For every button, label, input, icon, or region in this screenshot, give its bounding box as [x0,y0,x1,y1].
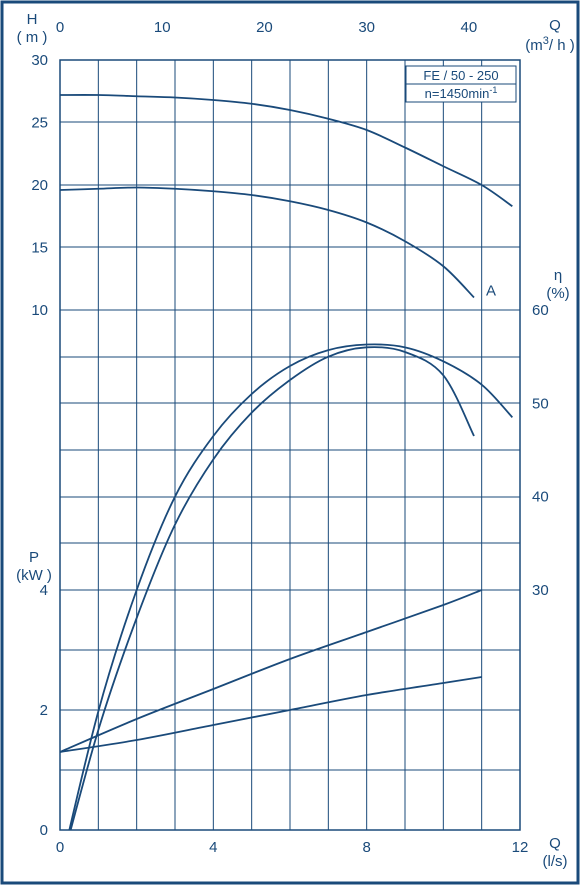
axis-H-unit: ( m ) [17,29,48,46]
H-tick: 15 [31,240,48,257]
axis-H-label: H [27,11,38,28]
axis-Q-bottom-unit: (l/s) [543,853,568,870]
bottom-x-tick: 0 [56,839,64,856]
axis-Q-bottom-label: Q [549,835,561,852]
H-tick: 30 [31,52,48,69]
H-tick: 20 [31,177,48,194]
eta-tick: 40 [532,489,549,506]
P-tick: 4 [40,582,48,599]
info-model: FE / 50 - 250 [423,68,498,83]
top-x-tick: 10 [154,19,171,36]
eta-tick: 50 [532,395,549,412]
H-tick: 10 [31,302,48,319]
top-x-tick: 30 [358,19,375,36]
info-speed: n=1450min-1 [425,85,498,101]
axis-P-label: P [29,549,39,566]
P-tick: 2 [40,702,48,719]
curve-A-label: A [486,283,496,300]
P-tick: 0 [40,822,48,839]
axis-eta-unit: (%) [546,285,569,302]
chart-svg: 010203040H( m )Q(m3/ h )1015202530η(%)30… [0,0,580,885]
bottom-x-tick: 8 [362,839,370,856]
top-x-tick: 40 [461,19,478,36]
bottom-x-tick: 12 [512,839,529,856]
top-x-tick: 20 [256,19,273,36]
axis-Q-top-label: Q [549,17,561,34]
bottom-x-tick: 4 [209,839,217,856]
H-tick: 25 [31,115,48,132]
axis-Q-top-unit: (m3/ h ) [525,35,574,54]
eta-tick: 60 [532,302,549,319]
top-x-tick: 0 [56,19,64,36]
eta-tick: 30 [532,582,549,599]
pump-curve-chart: 010203040H( m )Q(m3/ h )1015202530η(%)30… [0,0,580,885]
axis-eta-label: η [554,267,562,284]
